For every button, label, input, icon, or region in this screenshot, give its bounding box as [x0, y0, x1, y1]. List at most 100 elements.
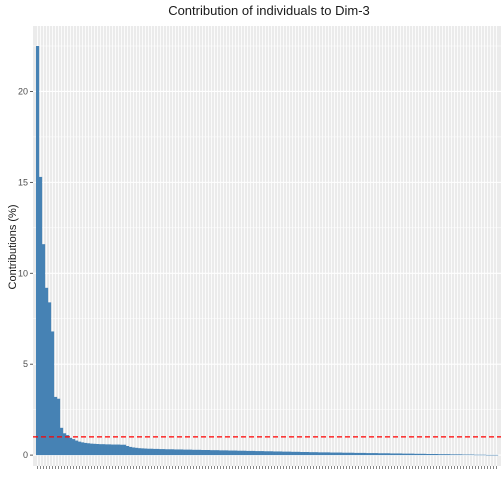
bar	[243, 450, 247, 456]
bar	[147, 448, 151, 456]
bar	[141, 448, 145, 456]
bar	[54, 396, 58, 456]
bar	[153, 448, 157, 456]
bar	[372, 453, 376, 456]
bar	[45, 287, 49, 456]
bar	[447, 454, 451, 456]
bar	[234, 450, 238, 456]
bar	[162, 449, 166, 456]
bar	[75, 440, 79, 456]
bar	[105, 444, 109, 456]
bar	[330, 452, 334, 456]
bar	[102, 444, 106, 456]
y-tick-label: 20	[18, 86, 28, 96]
bar	[228, 450, 232, 456]
bar	[390, 453, 394, 456]
bar	[276, 451, 280, 456]
bar	[303, 452, 307, 456]
bar	[291, 451, 295, 456]
bar	[165, 449, 169, 456]
bar	[420, 453, 424, 456]
bar	[198, 449, 202, 456]
x-axis-ticks	[37, 466, 497, 469]
bar	[93, 443, 97, 456]
bar	[465, 454, 469, 456]
bar	[51, 331, 55, 456]
bar	[99, 444, 103, 456]
bar	[414, 453, 418, 456]
bar	[369, 453, 373, 456]
bar	[240, 450, 244, 456]
bar	[453, 454, 457, 456]
bar	[273, 451, 277, 456]
bar	[231, 450, 235, 456]
bar	[378, 453, 382, 456]
bar	[135, 447, 139, 456]
bar	[495, 454, 499, 456]
bar	[318, 452, 322, 456]
plot-panel	[33, 26, 501, 466]
bar	[474, 454, 478, 456]
bar	[399, 453, 403, 456]
bar	[429, 454, 433, 456]
bar	[405, 453, 409, 456]
bar	[42, 244, 46, 456]
bar	[402, 453, 406, 456]
bar	[204, 450, 208, 456]
bar	[132, 447, 136, 456]
bar	[342, 452, 346, 456]
bar	[270, 451, 274, 456]
bar	[294, 451, 298, 456]
bar	[363, 452, 367, 456]
bar	[48, 302, 52, 456]
bar	[264, 451, 268, 456]
bar	[327, 452, 331, 456]
bar	[81, 442, 85, 456]
bar	[333, 452, 337, 456]
bar	[387, 453, 391, 456]
horizontal-gridlines	[33, 45, 501, 456]
bar	[408, 453, 412, 456]
bar	[87, 443, 91, 456]
bar	[129, 446, 133, 456]
bar	[456, 454, 460, 456]
bar	[69, 437, 73, 456]
bar	[96, 444, 100, 456]
bar	[360, 452, 364, 456]
bar	[351, 452, 355, 456]
bar	[366, 453, 370, 456]
bar	[441, 454, 445, 456]
bar	[156, 448, 160, 456]
bar	[393, 453, 397, 456]
bar	[489, 454, 493, 456]
bar	[210, 450, 214, 456]
bar	[123, 444, 127, 456]
bar	[111, 444, 115, 456]
bar	[249, 450, 253, 456]
bar	[195, 449, 199, 456]
bar	[90, 443, 94, 456]
bar	[348, 452, 352, 456]
vertical-gridlines	[37, 26, 497, 466]
bar	[108, 444, 112, 456]
bar	[171, 449, 175, 456]
bar	[126, 446, 130, 456]
bar	[396, 453, 400, 456]
bar	[492, 454, 496, 456]
bar	[201, 450, 205, 456]
bar	[216, 450, 220, 456]
bar	[222, 450, 226, 456]
bar	[180, 449, 184, 456]
bar	[486, 454, 490, 456]
bar	[78, 441, 82, 456]
bar	[462, 454, 466, 456]
bar	[315, 452, 319, 456]
bar	[84, 442, 88, 456]
bar	[279, 451, 283, 456]
bar	[432, 454, 436, 456]
bar	[426, 454, 430, 456]
y-tick-label: 5	[23, 359, 28, 369]
bar	[117, 444, 121, 456]
bar	[435, 454, 439, 456]
bar	[384, 453, 388, 456]
